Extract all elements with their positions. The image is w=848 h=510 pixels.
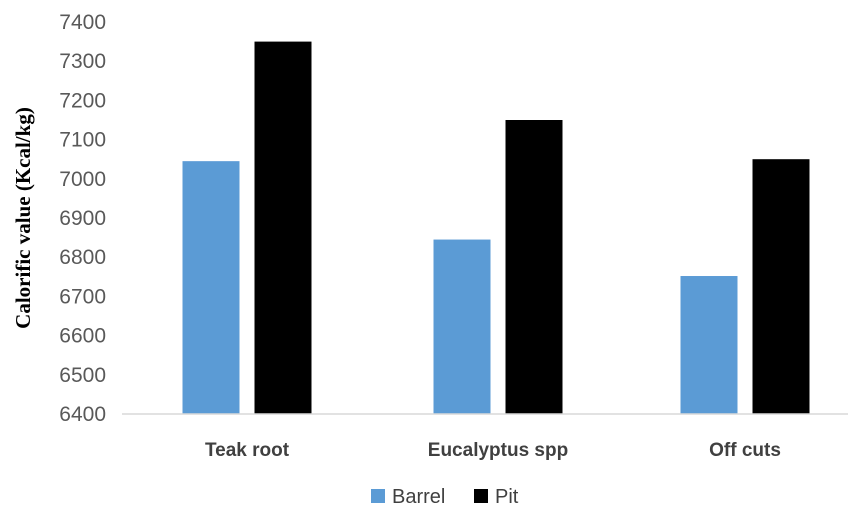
- bar-barrel-teak-root: [182, 161, 240, 414]
- bar-pit-teak-root: [254, 41, 312, 414]
- legend-swatch-barrel: [371, 489, 385, 503]
- category-label: Eucalyptus spp: [428, 440, 568, 461]
- y-tick-label: 6700: [59, 285, 106, 308]
- category-label: Off cuts: [709, 440, 781, 461]
- y-tick-label: 6400: [59, 403, 106, 426]
- legend-swatch-pit: [474, 489, 488, 503]
- bar-pit-eucalyptus-spp: [505, 120, 563, 414]
- bars: [182, 41, 810, 414]
- category-labels: Teak root Eucalyptus spp Off cuts: [205, 440, 781, 461]
- bar-barrel-off-cuts: [680, 276, 738, 414]
- y-axis-ticks: 6400 6500 6600 6700 6800 6900 7000 7100 7200 7300…: [59, 11, 106, 426]
- y-tick-label: 7300: [59, 50, 106, 73]
- y-tick-label: 6900: [59, 207, 106, 230]
- y-tick-label: 6600: [59, 325, 106, 348]
- y-tick-label: 7400: [59, 11, 106, 34]
- y-axis-label: Calorific value (Kcal/kg): [11, 107, 35, 329]
- category-label: Teak root: [205, 440, 290, 461]
- y-tick-label: 6500: [59, 364, 106, 387]
- legend-label-barrel: Barrel: [392, 486, 445, 508]
- y-tick-label: 7100: [59, 129, 106, 152]
- y-tick-label: 7000: [59, 168, 106, 191]
- y-tick-label: 7200: [59, 89, 106, 112]
- legend: Barrel Pit: [371, 486, 519, 508]
- bar-barrel-eucalyptus-spp: [433, 239, 491, 414]
- legend-label-pit: Pit: [495, 486, 519, 508]
- y-tick-label: 6800: [59, 246, 106, 269]
- bar-pit-off-cuts: [752, 159, 810, 414]
